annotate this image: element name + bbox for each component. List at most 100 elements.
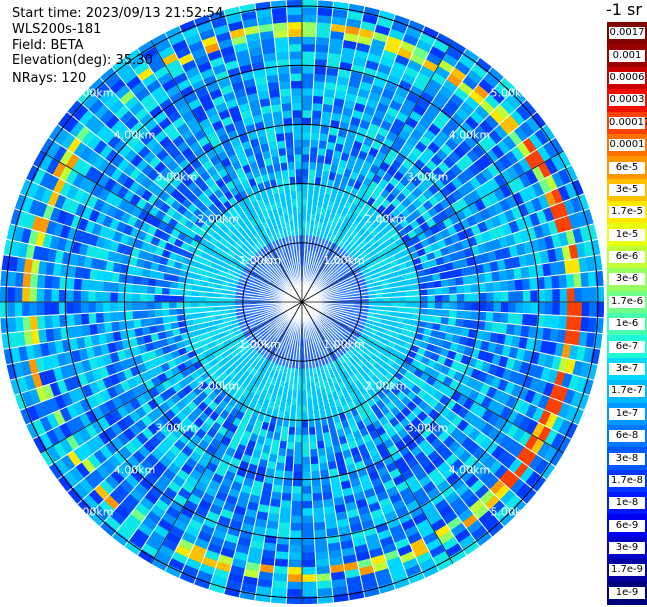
- heatmap-cell: [218, 194, 229, 205]
- heatmap-cell: [246, 40, 262, 50]
- heatmap-cell: [342, 318, 351, 324]
- heatmap-cell: [271, 587, 287, 597]
- heatmap-cell: [427, 449, 441, 463]
- heatmap-cell: [312, 507, 325, 516]
- heatmap-cell: [357, 443, 369, 454]
- heatmap-cell: [504, 209, 516, 223]
- heatmap-cell: [233, 119, 246, 130]
- heatmap-cell: [315, 351, 321, 360]
- heatmap-cell: [469, 479, 485, 494]
- heatmap-cell: [120, 211, 132, 225]
- heatmap-cell: [180, 506, 195, 519]
- heatmap-cell: [69, 466, 85, 483]
- heatmap-cell: [302, 36, 316, 45]
- heatmap-cell: [353, 268, 362, 276]
- heatmap-cell: [201, 556, 218, 569]
- heatmap-cell: [81, 231, 92, 245]
- heatmap-cell: [173, 152, 186, 165]
- heatmap-cell: [550, 432, 565, 450]
- heatmap-cell: [80, 302, 89, 314]
- heatmap-cell: [435, 338, 445, 348]
- heatmap-cell: [353, 102, 366, 113]
- heatmap-cell: [470, 525, 488, 541]
- heatmap-cell: [280, 199, 287, 208]
- heatmap-cell: [431, 117, 446, 131]
- heatmap-cell: [474, 418, 488, 432]
- heatmap-cell: [420, 427, 433, 440]
- heatmap-cell: [255, 275, 264, 282]
- heatmap-cell: [302, 161, 310, 170]
- heatmap-cell: [292, 117, 302, 126]
- heatmap-cell: [318, 455, 328, 464]
- heatmap-cell: [551, 233, 562, 249]
- heatmap-cell: [338, 356, 346, 365]
- heatmap-cell: [45, 328, 55, 343]
- heatmap-cell: [537, 194, 550, 210]
- colorbar-tick-label: 1e-5: [609, 228, 645, 241]
- heatmap-cell: [321, 170, 330, 180]
- heatmap-cell: [315, 558, 330, 567]
- heatmap-cell: [74, 361, 85, 375]
- heatmap-cell: [261, 229, 269, 238]
- heatmap-cell: [73, 482, 89, 500]
- heatmap-cell: [395, 480, 409, 493]
- heatmap-cell: [479, 119, 494, 135]
- heatmap-cell: [164, 26, 183, 40]
- heatmap-cell: [177, 487, 192, 500]
- heatmap-cell: [81, 313, 90, 326]
- heatmap-cell: [290, 522, 302, 531]
- heatmap-cell: [409, 325, 418, 333]
- heatmap-cell: [244, 331, 253, 339]
- heatmap-cell: [206, 131, 219, 143]
- heatmap-cell: [447, 317, 457, 327]
- heatmap-cell: [418, 282, 427, 290]
- heatmap-cell: [237, 335, 246, 343]
- heatmap-cell: [405, 116, 419, 129]
- heatmap-cell: [63, 377, 75, 392]
- heatmap-cell: [427, 468, 442, 481]
- heatmap-cell: [154, 309, 163, 318]
- heatmap-cell: [357, 247, 366, 256]
- heatmap-cell: [238, 436, 250, 447]
- heatmap-cell: [372, 77, 387, 89]
- heatmap-cell: [383, 510, 398, 523]
- heatmap-cell: [262, 52, 277, 62]
- heatmap-cell: [212, 529, 227, 541]
- heatmap-cell: [298, 227, 302, 236]
- heatmap-cell: [285, 147, 295, 156]
- heatmap-cell: [460, 436, 474, 450]
- heatmap-cell: [405, 302, 413, 308]
- heatmap-cell: [42, 355, 53, 371]
- heatmap-cell: [266, 134, 277, 144]
- heatmap-cell: [225, 579, 243, 591]
- heatmap-cell: [52, 178, 66, 195]
- heatmap-cell: [271, 278, 279, 285]
- heatmap-cell: [450, 67, 467, 82]
- heatmap-cell: [453, 145, 467, 159]
- heatmap-cell: [227, 249, 237, 258]
- heatmap-cell: [259, 328, 268, 335]
- heatmap-cell: [323, 156, 333, 165]
- heatmap-cell: [419, 456, 432, 470]
- heatmap-cell: [242, 575, 259, 586]
- heatmap-cell: [351, 331, 360, 339]
- heatmap-cell: [275, 44, 289, 53]
- heatmap-cell: [459, 121, 474, 136]
- heatmap-cell: [426, 315, 435, 323]
- heatmap-cell: [244, 283, 253, 289]
- heatmap-cell: [255, 585, 272, 596]
- heatmap-cell: [90, 468, 105, 485]
- heatmap-cell: [498, 434, 513, 450]
- heatmap-cell: [474, 198, 486, 212]
- heatmap-cell: [280, 253, 286, 262]
- heatmap-cell: [153, 197, 165, 210]
- heatmap-cell: [98, 430, 112, 445]
- heatmap-cell: [457, 406, 469, 420]
- heatmap-cell: [354, 224, 363, 233]
- heatmap-cell: [90, 119, 105, 136]
- heatmap-cell: [456, 293, 465, 302]
- heatmap-cell: [353, 341, 362, 349]
- ray-separator: [301, 301, 350, 601]
- heatmap-cell: [520, 266, 530, 279]
